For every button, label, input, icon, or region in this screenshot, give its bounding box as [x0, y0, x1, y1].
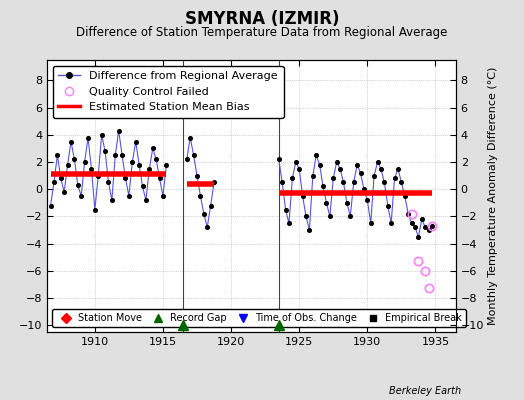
Point	[149, 145, 157, 152]
Point	[428, 223, 436, 229]
Point	[401, 193, 409, 199]
Point	[309, 172, 317, 179]
Point	[326, 213, 334, 220]
Point	[288, 175, 297, 182]
Point	[60, 189, 69, 195]
Point	[186, 134, 194, 141]
Point	[196, 193, 205, 199]
Point	[390, 175, 399, 182]
Point	[281, 206, 290, 213]
Point	[111, 152, 119, 158]
Point	[97, 132, 106, 138]
Point	[88, 166, 96, 172]
Point	[340, 179, 348, 186]
Point	[315, 162, 324, 168]
Point	[108, 197, 116, 203]
Point	[343, 200, 351, 206]
Point	[122, 175, 130, 182]
Point	[346, 213, 355, 220]
Point	[94, 172, 103, 179]
Point	[156, 175, 164, 182]
Point	[353, 162, 362, 168]
Point	[387, 220, 396, 226]
Point	[84, 134, 92, 141]
Point	[377, 166, 385, 172]
Point	[57, 175, 65, 182]
Point	[104, 179, 113, 186]
Point	[53, 152, 62, 158]
Point	[142, 197, 150, 203]
Point	[356, 170, 365, 176]
Point	[67, 138, 75, 145]
Point	[159, 193, 167, 199]
Point	[132, 138, 140, 145]
Point	[91, 206, 99, 213]
Point	[333, 159, 341, 165]
Point	[135, 162, 144, 168]
Point	[319, 183, 328, 190]
Point	[424, 227, 433, 233]
Point	[336, 166, 344, 172]
Point	[138, 183, 147, 190]
Point	[374, 159, 382, 165]
Y-axis label: Monthly Temperature Anomaly Difference (°C): Monthly Temperature Anomaly Difference (…	[488, 67, 498, 325]
Point	[302, 213, 310, 220]
Point	[145, 166, 154, 172]
Point	[350, 179, 358, 186]
Point	[101, 148, 110, 154]
Point	[203, 224, 212, 230]
Point	[81, 159, 89, 165]
Point	[408, 220, 416, 226]
Point	[363, 197, 372, 203]
Point	[411, 224, 419, 230]
Point	[193, 172, 201, 179]
Point	[397, 179, 406, 186]
Point	[77, 193, 85, 199]
Point	[329, 175, 337, 182]
Point	[367, 220, 375, 226]
Point	[360, 186, 368, 192]
Point	[421, 224, 430, 230]
Point	[63, 162, 72, 168]
Point	[206, 202, 215, 209]
Point	[380, 179, 389, 186]
Text: Berkeley Earth: Berkeley Earth	[389, 386, 461, 396]
Point	[404, 210, 412, 217]
Point	[190, 152, 198, 158]
Point	[70, 156, 79, 162]
Point	[292, 159, 300, 165]
Point	[305, 227, 314, 233]
Point	[394, 166, 402, 172]
Point	[278, 179, 287, 186]
Point	[312, 152, 321, 158]
Point	[414, 234, 423, 240]
Point	[210, 179, 219, 186]
Point	[200, 210, 208, 217]
Point	[384, 202, 392, 209]
Point	[370, 172, 378, 179]
Point	[50, 179, 58, 186]
Point	[115, 128, 123, 134]
Text: SMYRNA (IZMIR): SMYRNA (IZMIR)	[185, 10, 339, 28]
Legend: Station Move, Record Gap, Time of Obs. Change, Empirical Break: Station Move, Record Gap, Time of Obs. C…	[52, 309, 466, 327]
Point	[47, 202, 55, 209]
Point	[74, 182, 82, 188]
Point	[299, 193, 307, 199]
Text: Difference of Station Temperature Data from Regional Average: Difference of Station Temperature Data f…	[77, 26, 447, 39]
Point	[295, 166, 303, 172]
Point	[285, 220, 293, 226]
Point	[322, 200, 331, 206]
Point	[418, 216, 426, 222]
Point	[128, 159, 137, 165]
Point	[183, 156, 191, 162]
Point	[162, 162, 171, 168]
Point	[118, 152, 126, 158]
Point	[152, 156, 160, 162]
Point	[125, 193, 133, 199]
Point	[275, 156, 283, 162]
